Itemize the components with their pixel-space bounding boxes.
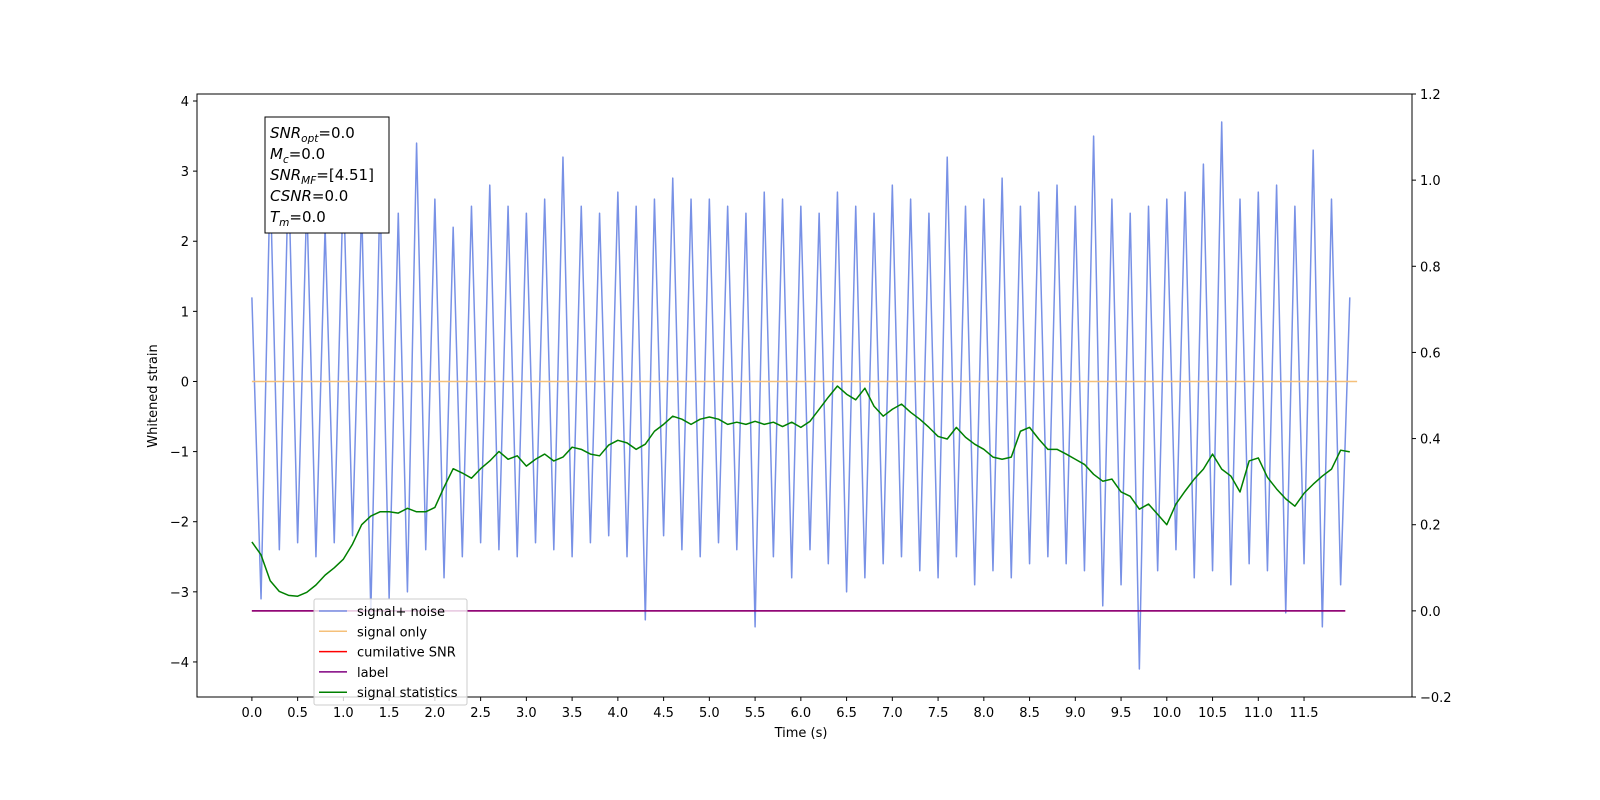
- annotation-symbol: SNR: [270, 166, 301, 184]
- x-tick-label: 6.0: [790, 706, 811, 721]
- annotation-text: =0.0: [289, 145, 325, 163]
- y-tick-label: 3: [181, 165, 189, 180]
- y-tick-label: −2: [170, 516, 189, 531]
- y2-tick-label: 0.0: [1420, 605, 1441, 620]
- legend-box: [313, 598, 468, 706]
- annotation-subscript: c: [283, 154, 289, 166]
- annotation-line: Tm=0.0: [270, 208, 326, 229]
- x-tick-label: 7.0: [882, 706, 903, 721]
- x-tick-label: 10.0: [1152, 706, 1181, 721]
- y2-tick-label: 0.8: [1420, 260, 1441, 275]
- annotation-symbol: T: [270, 208, 281, 226]
- y-tick-label: 4: [181, 95, 189, 110]
- x-tick-label: 3.0: [516, 706, 537, 721]
- x-tick-label: 9.0: [1065, 706, 1086, 721]
- x-tick-label: 5.5: [745, 706, 766, 721]
- annotation-line: SNRopt=0.0: [270, 124, 355, 145]
- legend-label: cumilative SNR: [357, 646, 456, 661]
- annotation-text: =0.0: [289, 208, 325, 226]
- legend-label: label: [357, 666, 388, 681]
- x-tick-label: 2.5: [470, 706, 491, 721]
- annotation-symbol: SNR: [270, 124, 301, 142]
- annotation-text: =0.0: [312, 187, 348, 205]
- axes-frame: [196, 93, 1413, 698]
- y2-tick-label: 0.2: [1420, 519, 1441, 534]
- x-tick-label: 6.5: [836, 706, 857, 721]
- x-axis-label: Time (s): [774, 726, 828, 741]
- series-line: [251, 385, 1350, 597]
- x-tick-label: 2.0: [425, 706, 446, 721]
- y-tick-label: −4: [170, 656, 189, 671]
- x-tick-label: 10.5: [1198, 706, 1227, 721]
- x-tick-label: 5.0: [699, 706, 720, 721]
- x-tick-label: 8.5: [1019, 706, 1040, 721]
- x-tick-label: 0.5: [287, 706, 308, 721]
- annotation-box: [264, 116, 390, 234]
- y2-tick-label: 0.6: [1420, 346, 1441, 361]
- annotation-subscript: m: [279, 217, 289, 229]
- annotation-line: SNRMF=[4.51]: [270, 166, 374, 187]
- x-tick-label: 9.5: [1111, 706, 1132, 721]
- annotation-subscript: opt: [301, 133, 319, 145]
- y2-tick-label: 1.0: [1420, 174, 1441, 189]
- x-tick-label: 3.5: [562, 706, 583, 721]
- y-tick-label: 0: [181, 375, 189, 390]
- y-tick-label: −1: [170, 446, 189, 461]
- annotation-symbol: M: [270, 145, 283, 163]
- annotation-text: =0.0: [318, 124, 354, 142]
- y2-tick-label: −0.2: [1420, 691, 1452, 706]
- annotation-line: CSNR=0.0: [270, 187, 348, 205]
- x-tick-label: 1.0: [333, 706, 354, 721]
- y2-tick-label: 0.4: [1420, 433, 1441, 448]
- annotation-symbol: CSNR: [270, 187, 312, 205]
- annotation-text: =[4.51]: [316, 166, 374, 184]
- legend-label: signal+ noise: [357, 605, 445, 620]
- y2-tick-label: 1.2: [1420, 88, 1441, 103]
- series-line: [251, 121, 1351, 670]
- legend-label: signal statistics: [357, 686, 458, 701]
- y-tick-label: 2: [181, 235, 189, 250]
- x-tick-label: 11.0: [1244, 706, 1273, 721]
- y-axis-label: Whitened strain: [146, 344, 161, 447]
- x-tick-label: 7.5: [928, 706, 949, 721]
- x-tick-label: 11.5: [1290, 706, 1319, 721]
- x-tick-label: 1.5: [379, 706, 400, 721]
- x-tick-label: 4.0: [608, 706, 629, 721]
- y-tick-label: 1: [181, 305, 189, 320]
- annotation-line: Mc=0.0: [270, 145, 325, 166]
- x-tick-label: 0.0: [242, 706, 263, 721]
- annotation-subscript: MF: [301, 175, 317, 187]
- y-tick-label: −3: [170, 586, 189, 601]
- x-tick-label: 8.0: [973, 706, 994, 721]
- legend-label: signal only: [357, 625, 427, 640]
- x-tick-label: 4.5: [653, 706, 674, 721]
